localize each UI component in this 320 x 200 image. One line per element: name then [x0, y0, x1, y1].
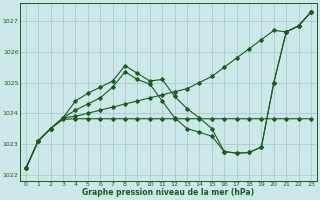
X-axis label: Graphe pression niveau de la mer (hPa): Graphe pression niveau de la mer (hPa): [82, 188, 254, 197]
